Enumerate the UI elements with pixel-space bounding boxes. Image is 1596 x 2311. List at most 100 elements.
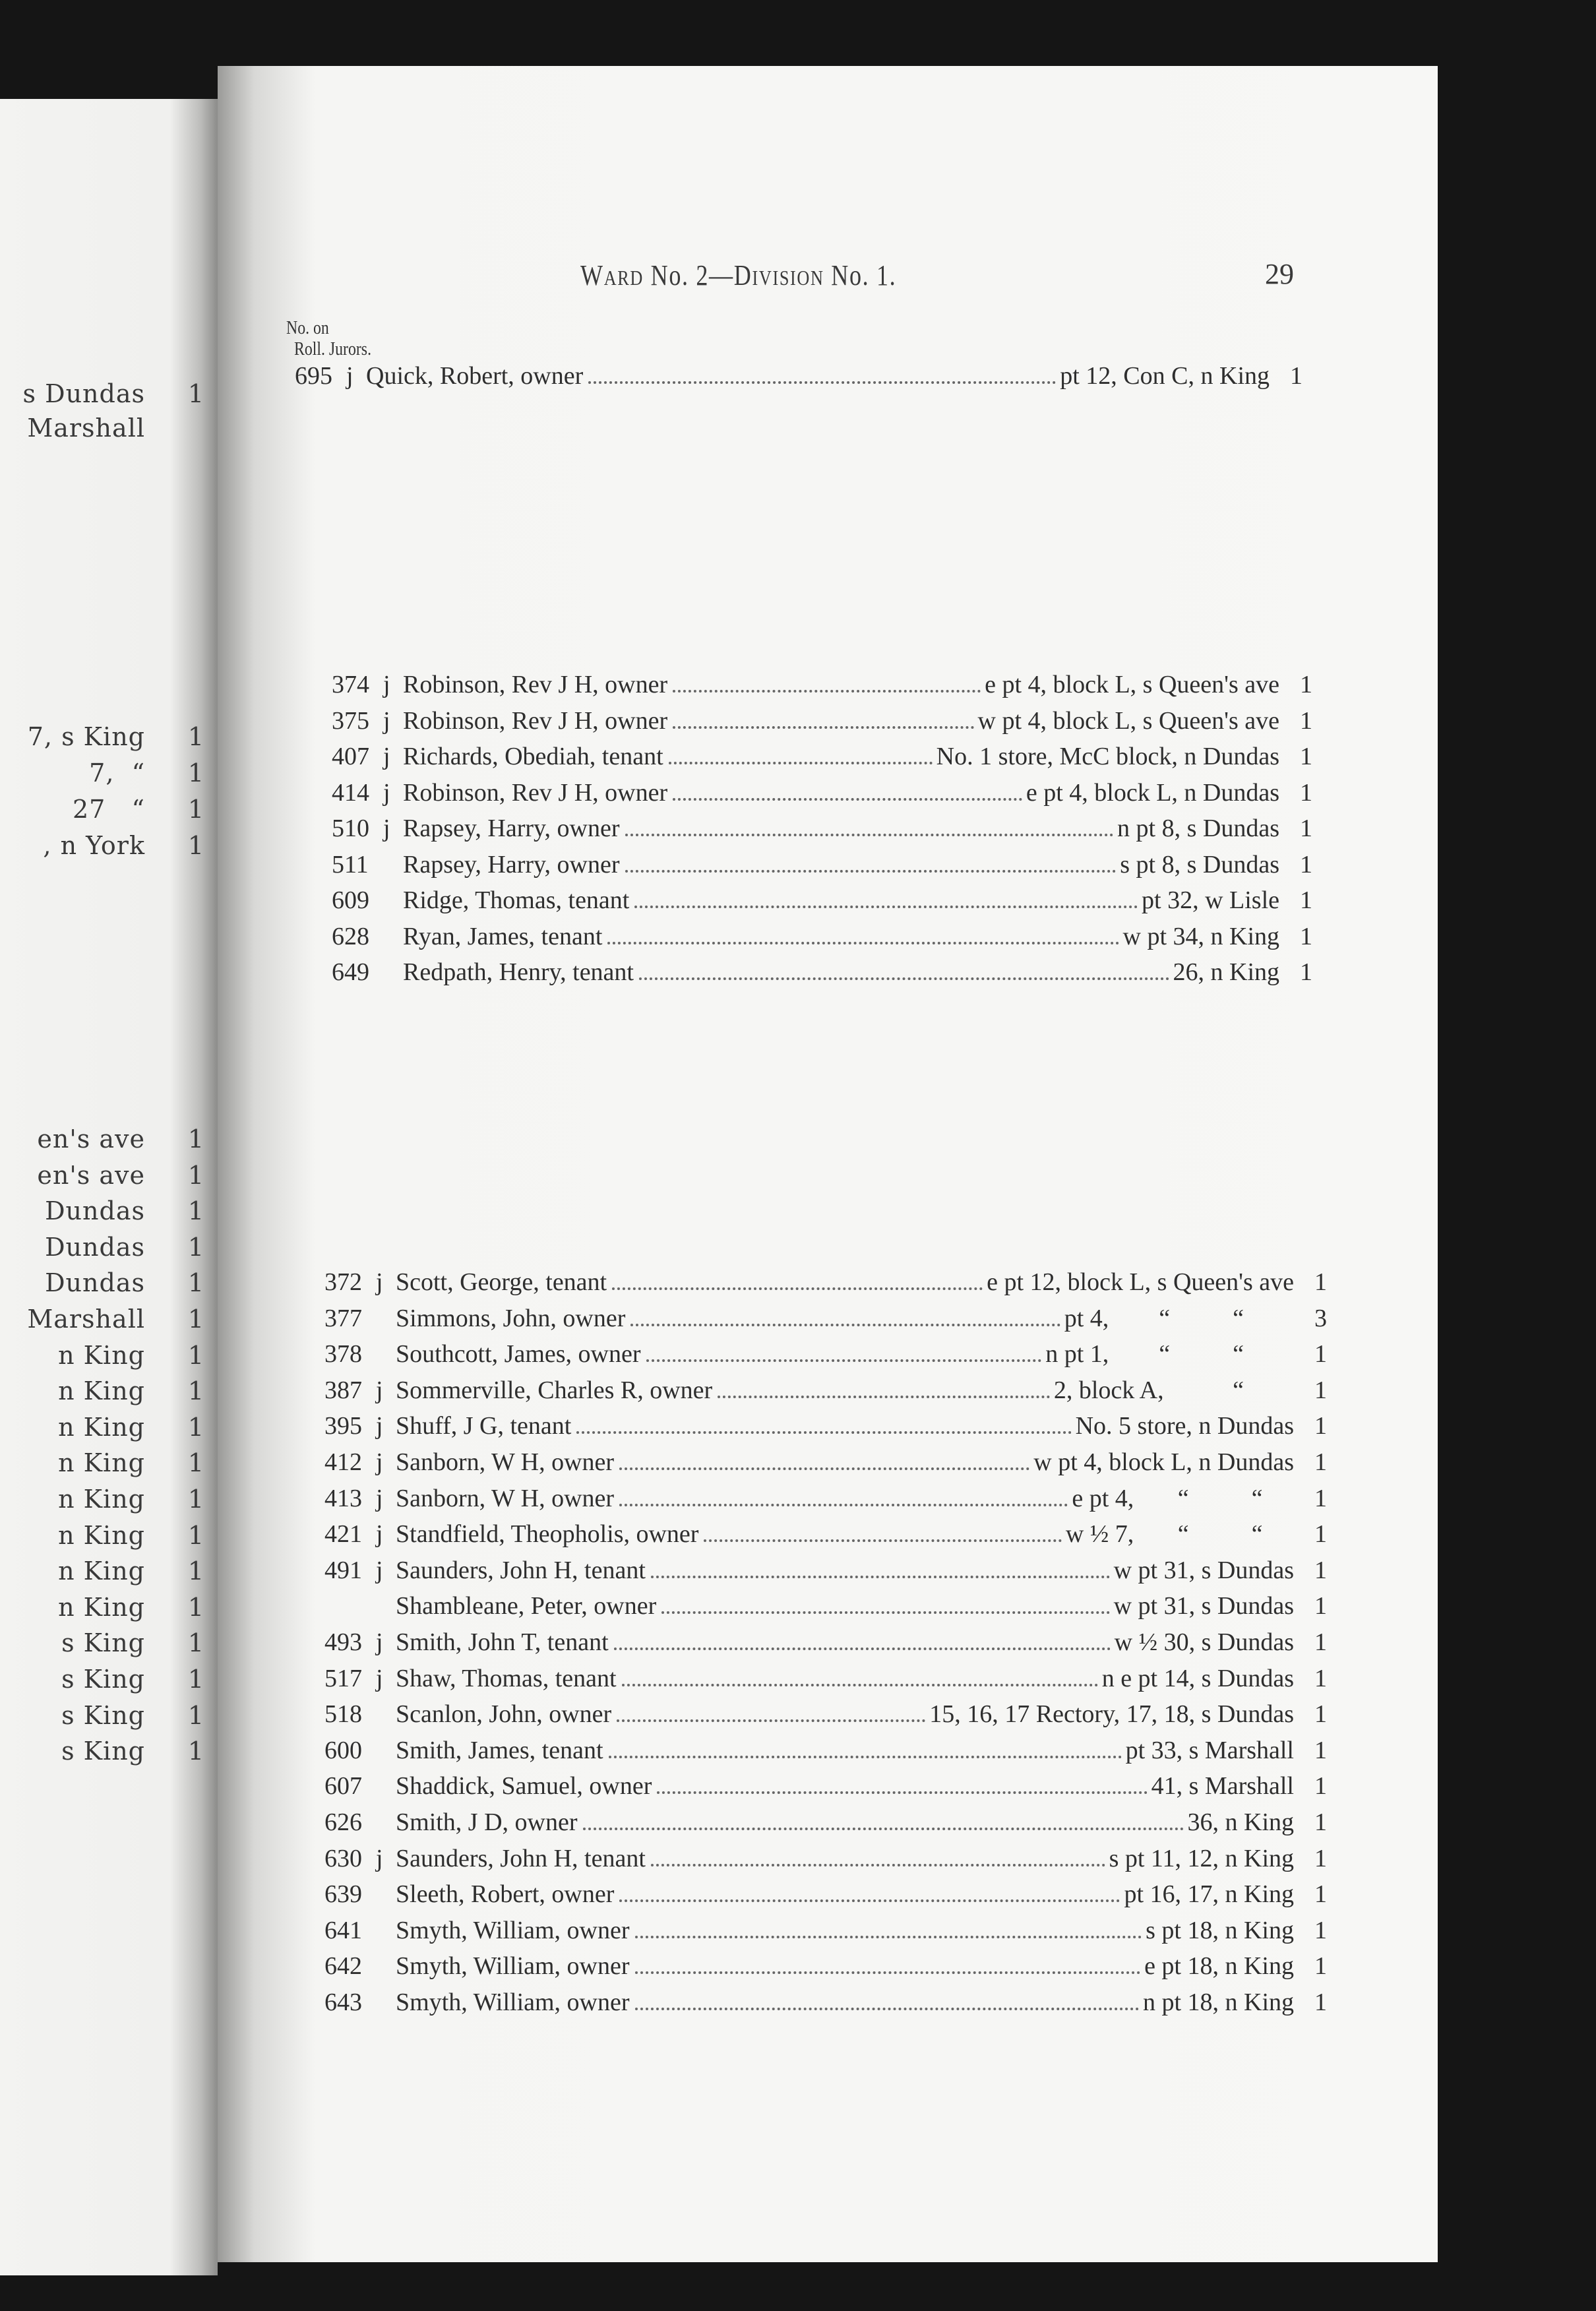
roll-number: 649	[332, 958, 369, 986]
dot-leader	[576, 1431, 1072, 1434]
title-part: No. 2—D	[644, 259, 752, 292]
juror-mark: j	[383, 778, 390, 807]
entry-location: e pt 4, block L, s Queen's ave	[985, 671, 1279, 698]
left-page-line: n King 1	[0, 1448, 218, 1481]
roll-number: 377	[324, 1304, 362, 1332]
juror-mark: j	[376, 1448, 383, 1476]
left-page-location: n King	[58, 1448, 145, 1478]
roll-number: 518	[324, 1700, 362, 1729]
left-page-juror-count: 1	[187, 1305, 204, 1334]
roll-entry-row: 374 j Robinson, Rev J H, owner e pt 4, bloc…	[332, 670, 1312, 700]
left-page-location: n King	[58, 1556, 145, 1586]
left-page-location: Marshall	[27, 1305, 145, 1334]
left-page-line: n King 1	[0, 1341, 218, 1374]
left-page-location: n King	[58, 1520, 145, 1550]
left-page-juror-count: 1	[187, 795, 204, 824]
dot-leader	[668, 762, 933, 764]
entry-name: Shambleane, Peter, owner	[396, 1592, 657, 1620]
dot-leader	[619, 1503, 1068, 1506]
juror-count: 1	[1314, 1340, 1327, 1369]
dot-leader	[607, 941, 1119, 944]
entry-name: Rapsey, Harry, owner	[403, 815, 620, 842]
roll-entry-row: 518 Scanlon, John, owner 15, 16, 17 Rector…	[324, 1700, 1327, 1730]
entry-location: s pt 11, 12, n King	[1109, 1844, 1294, 1872]
roll-number: 609	[332, 886, 369, 914]
left-page-line: n King 1	[0, 1593, 218, 1626]
left-page-location: 7, “	[89, 758, 145, 787]
left-page-line: s King 1	[0, 1737, 218, 1770]
entry-name: Shaw, Thomas, tenant	[396, 1664, 617, 1692]
roll-number: 607	[324, 1772, 362, 1801]
left-page-line: , n York 1	[0, 831, 218, 864]
roll-entry-row: 412 j Sanborn, W H, owner w pt 4, block L, …	[324, 1448, 1327, 1478]
roll-number: 517	[324, 1664, 362, 1692]
entry-name: Shuff, J G, tenant	[396, 1412, 572, 1440]
left-page-juror-count: 1	[187, 1628, 204, 1658]
dot-leader	[704, 1539, 1062, 1543]
roll-entry-row: 642 Smyth, William, owner e pt 18, n King 1	[324, 1952, 1327, 1982]
left-page-juror-count: 1	[187, 1196, 204, 1226]
dot-leader	[630, 1323, 1060, 1326]
entry-name: Ryan, James, tenant	[403, 922, 603, 950]
roll-entry-row: 607 Shaddick, Samuel, owner 41, s Marshall…	[324, 1772, 1327, 1802]
roll-entry-row: 649 Redpath, Henry, tenant 26, n King 1	[332, 958, 1312, 988]
column-header-roll-jurors: Roll. Jurors.	[294, 339, 372, 359]
entry-location: s pt 18, n King	[1146, 1916, 1294, 1944]
left-page-line: n King 1	[0, 1521, 218, 1554]
left-page-location: Marshall	[27, 414, 145, 443]
juror-count: 1	[1300, 743, 1312, 770]
entry-name: Smyth, William, owner	[396, 1916, 630, 1944]
juror-count: 1	[1290, 362, 1303, 390]
roll-number: 493	[324, 1628, 362, 1656]
juror-count: 1	[1314, 1376, 1327, 1404]
juror-count: 1	[1300, 850, 1312, 878]
left-page-line: n King 1	[0, 1556, 218, 1589]
left-page-line: s King 1	[0, 1701, 218, 1734]
left-page-juror-count: 1	[187, 1592, 204, 1622]
left-page-juror-count: 1	[187, 1700, 204, 1730]
entry-location: n e pt 14, s Dundas	[1101, 1664, 1294, 1692]
roll-entry-row: 375 j Robinson, Rev J H, owner w pt 4, bloc…	[332, 706, 1312, 737]
roll-entry-row: 372 j Scott, George, tenant e pt 12, block …	[324, 1268, 1327, 1298]
roll-number: 641	[324, 1916, 362, 1944]
entry-location: 26, n King	[1173, 958, 1280, 986]
juror-count: 1	[1314, 1736, 1327, 1764]
left-page: s Dundas 1 Marshall 7, s King 1 7, “1 27 “1, n…	[0, 99, 218, 2275]
entry-location: w ½ 7, “ “	[1065, 1520, 1294, 1549]
roll-number: 395	[324, 1412, 362, 1440]
roll-number: 695	[295, 362, 332, 390]
juror-mark: j	[346, 362, 353, 390]
entry-name: Redpath, Henry, tenant	[403, 958, 634, 986]
left-page-juror-count: 1	[187, 1520, 204, 1550]
entry-location: n pt 18, n King	[1142, 1988, 1294, 2016]
title-part: ARD	[603, 266, 644, 290]
entry-name: Quick, Robert, owner	[366, 362, 584, 390]
roll-number: 374	[332, 671, 369, 698]
juror-count: 1	[1300, 671, 1312, 698]
dot-leader	[619, 1899, 1120, 1903]
left-page-juror-count: 1	[187, 1232, 204, 1262]
entry-location: pt 33, s Marshall	[1125, 1736, 1294, 1764]
juror-count: 1	[1314, 1880, 1327, 1909]
roll-entry-row: 421 j Standfield, Theopholis, owner w ½ 7, …	[324, 1520, 1327, 1550]
roll-entry-row: 609 Ridge, Thomas, tenant pt 32, w Lisle 1	[332, 886, 1312, 916]
left-page-juror-count: 1	[187, 1268, 204, 1298]
roll-entry-row: 377 Simmons, John, owner pt 4, “ “ 3	[324, 1304, 1327, 1334]
dot-leader	[582, 1828, 1184, 1830]
left-page-location: s Dundas	[22, 379, 145, 408]
entry-location: 15, 16, 17 Rectory, 17, 18, s Dundas	[929, 1700, 1294, 1729]
roll-number: 639	[324, 1880, 362, 1909]
entry-name: Rapsey, Harry, owner	[403, 850, 620, 878]
page-number: 29	[1265, 258, 1294, 290]
left-page-line: s Dundas 1	[0, 379, 218, 412]
entry-name: Sanborn, W H, owner	[396, 1484, 615, 1512]
dot-leader	[638, 977, 1169, 980]
roll-entry-row: 491 j Saunders, John H, tenant w pt 31, s D…	[324, 1556, 1327, 1586]
roll-number: 511	[332, 850, 369, 878]
juror-count: 1	[1314, 1592, 1327, 1620]
roll-entry-row: 511 Rapsey, Harry, owner s pt 8, s Dundas 1	[332, 850, 1312, 880]
roll-number: 600	[324, 1736, 362, 1764]
juror-count: 1	[1300, 706, 1312, 735]
left-page-location: s King	[61, 1628, 145, 1658]
left-page-location: s King	[61, 1737, 145, 1766]
